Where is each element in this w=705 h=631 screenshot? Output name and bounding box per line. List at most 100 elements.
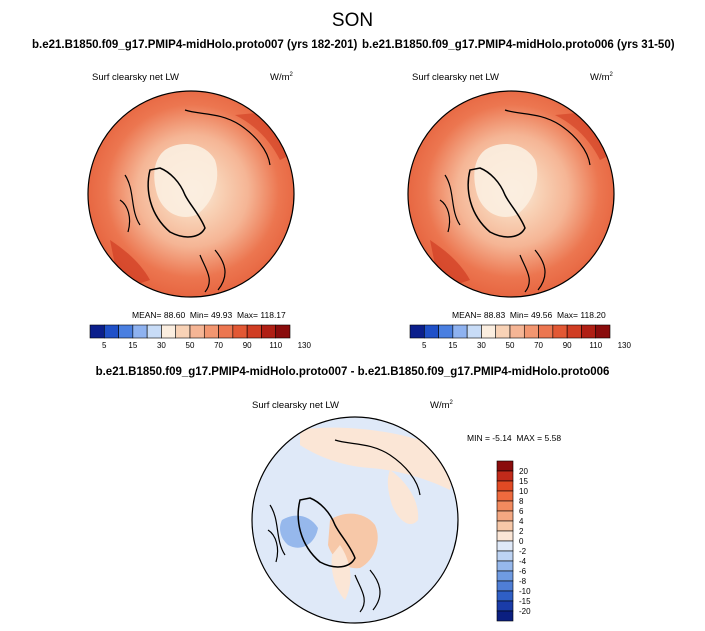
diff-colorbar-box xyxy=(496,610,514,622)
right-units: W/m2 xyxy=(590,72,613,84)
diff-warm-area-east xyxy=(387,470,419,525)
right-colorbar-box xyxy=(423,324,439,339)
diff-cool-area xyxy=(280,515,318,548)
left-colorbar-box xyxy=(246,324,262,339)
right-colorbar-box xyxy=(581,324,597,339)
right-colorbar-tick-label: 130 xyxy=(618,341,632,350)
right-map-border xyxy=(407,90,615,298)
right-colorbar-box xyxy=(495,324,511,339)
left-coastline-greenland xyxy=(147,167,206,238)
diff-colorbar-box xyxy=(496,580,514,592)
left-colorbar-tick-label: 15 xyxy=(128,341,137,350)
diff-colorbar-box xyxy=(496,550,514,562)
right-colorbar-box xyxy=(566,324,582,339)
left-map xyxy=(88,91,294,297)
right-map xyxy=(408,91,614,297)
left-variable-label: Surf clearsky net LW xyxy=(92,72,179,83)
left-colorbar-box xyxy=(275,324,291,339)
left-colorbar-tick-label: 110 xyxy=(269,341,282,350)
right-coastline-greenland xyxy=(467,167,526,238)
right-coastline-siberia xyxy=(504,109,591,166)
diff-colorbar-tick-label: -20 xyxy=(519,607,531,616)
left-colorbar-box xyxy=(203,324,219,339)
diff-colorbar-tick-label: 2 xyxy=(519,527,524,536)
diff-colorbar-box xyxy=(496,600,514,612)
left-coastline-europe xyxy=(199,249,226,293)
left-units: W/m2 xyxy=(270,72,293,84)
diff-colorbar-tick-label: 8 xyxy=(519,497,524,506)
diff-coastline-canada xyxy=(267,504,286,563)
diff-colorbar-tick-label: -15 xyxy=(519,597,531,606)
diff-colorbar-box xyxy=(496,540,514,552)
diff-colorbar-tick-label: -2 xyxy=(519,547,527,556)
right-colorbar-box xyxy=(523,324,539,339)
right-colorbar-tick-label: 90 xyxy=(563,341,572,350)
left-colorbar-box xyxy=(103,324,119,339)
left-colorbar-box xyxy=(118,324,134,339)
right-colorbar-box xyxy=(438,324,454,339)
right-variable-label: Surf clearsky net LW xyxy=(412,72,499,83)
diff-colorbar-box xyxy=(496,470,514,482)
left-colorbar-box xyxy=(232,324,248,339)
diff-stats: MIN = -5.14 MAX = 5.58 xyxy=(467,433,562,443)
left-colorbar: 5 15 30 50 70 90 110 130 xyxy=(89,324,312,350)
right-colorbar-box xyxy=(552,324,568,339)
left-colorbar-box xyxy=(218,324,234,339)
right-colorbar-tick-label: 30 xyxy=(477,341,486,350)
diff-colorbar-box xyxy=(496,460,514,472)
left-colorbar-tick-label: 50 xyxy=(186,341,195,350)
diff-colorbar-tick-label: -4 xyxy=(519,557,527,566)
left-map-border xyxy=(87,90,295,298)
diff-colorbar-tick-label: 0 xyxy=(519,537,524,546)
left-stats: MEAN= 88.60 Min= 49.93 Max= 118.17 xyxy=(132,310,286,320)
diff-colorbar-tick-label: 15 xyxy=(519,477,528,486)
right-colorbar-box xyxy=(538,324,554,339)
right-coastline-canada xyxy=(439,174,461,233)
right-stats: MEAN= 88.83 Min= 49.56 Max= 118.20 xyxy=(452,310,606,320)
diff-warm-area-south xyxy=(331,545,351,600)
diff-colorbar-box xyxy=(496,510,514,522)
diff-map xyxy=(252,417,458,623)
diff-map-border xyxy=(251,416,459,624)
diff-colorbar-box xyxy=(496,480,514,492)
diff-colorbar-tick-label: -8 xyxy=(519,577,527,586)
diff-panel-title: b.e21.B1850.f09_g17.PMIP4-midHolo.proto0… xyxy=(95,366,610,378)
diff-colorbar-box xyxy=(496,530,514,542)
left-colorbar-tick-label: 130 xyxy=(298,341,312,350)
diff-colorbar-tick-label: 4 xyxy=(519,517,524,526)
left-colorbar-tick-label: 90 xyxy=(243,341,252,350)
right-colorbar-box xyxy=(595,324,611,339)
left-colorbar-box xyxy=(132,324,148,339)
right-colorbar-box xyxy=(509,324,525,339)
left-coastline-siberia xyxy=(184,109,271,166)
right-panel-title: b.e21.B1850.f09_g17.PMIP4-midHolo.proto0… xyxy=(362,39,675,51)
diff-colorbar-tick-label: -10 xyxy=(519,587,531,596)
right-colorbar-box xyxy=(466,324,482,339)
diff-colorbar-tick-label: 10 xyxy=(519,487,528,496)
right-colorbar-tick-label: 110 xyxy=(589,341,602,350)
right-colorbar-tick-label: 15 xyxy=(448,341,457,350)
left-colorbar-box xyxy=(146,324,162,339)
diff-variable-label: Surf clearsky net LW xyxy=(252,400,339,411)
right-colorbar-tick-label: 5 xyxy=(422,341,427,350)
right-colorbar-box xyxy=(452,324,468,339)
right-coastline-europe xyxy=(519,249,546,293)
diff-coastline-siberia xyxy=(334,439,421,496)
left-coastline-canada xyxy=(119,174,141,233)
right-colorbar-box xyxy=(409,324,425,339)
diff-colorbar-box xyxy=(496,560,514,572)
left-colorbar-box xyxy=(89,324,105,339)
left-arctic-ocean xyxy=(154,144,218,218)
diff-units: W/m2 xyxy=(430,400,453,412)
diff-coastline-greenland xyxy=(297,497,356,568)
diff-colorbar-box xyxy=(496,570,514,582)
right-colorbar: 5 15 30 50 70 90 110 130 xyxy=(409,324,632,350)
left-colorbar-box xyxy=(189,324,205,339)
page-title: SON xyxy=(331,10,374,31)
right-arctic-ocean xyxy=(474,144,538,218)
left-colorbar-box xyxy=(261,324,277,339)
diff-colorbar-tick-label: 6 xyxy=(519,507,524,516)
right-colorbar-tick-label: 70 xyxy=(534,341,543,350)
